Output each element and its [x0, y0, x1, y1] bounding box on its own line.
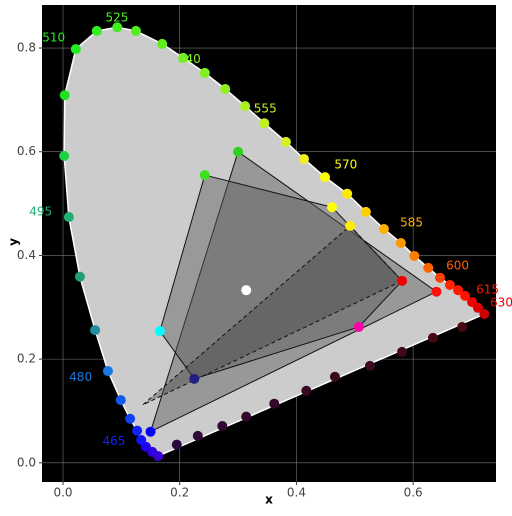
- locus-point: [453, 285, 464, 296]
- locus-point: [479, 309, 490, 320]
- locus-point: [90, 325, 101, 336]
- locus-point: [125, 413, 136, 424]
- purple-line-point: [457, 321, 468, 332]
- locus-point: [299, 153, 310, 164]
- locus-point: [472, 302, 483, 313]
- wavelength-label: 525: [106, 11, 129, 25]
- purple-line-point: [192, 430, 203, 441]
- locus-point: [259, 118, 270, 129]
- gamut-point: [233, 146, 244, 157]
- wavelength-label: 570: [334, 158, 357, 172]
- gamut: [142, 225, 403, 406]
- locus-point: [409, 250, 420, 261]
- x-tick-label: 0.6: [404, 486, 423, 500]
- y-tick-label: 0.0: [17, 455, 36, 469]
- wavelength-label: 585: [400, 215, 423, 229]
- gamut-point: [241, 285, 252, 296]
- purple-line-point: [427, 332, 438, 343]
- gamut-point: [345, 220, 356, 231]
- wavelength-label: 465: [103, 434, 126, 448]
- wavelength-label: 630: [490, 295, 512, 309]
- purple-line-point: [171, 439, 182, 450]
- locus-point: [434, 272, 445, 283]
- locus-point: [280, 136, 291, 147]
- y-tick-label: 0.2: [17, 352, 36, 366]
- locus-point: [91, 25, 102, 36]
- purple-line-point: [217, 421, 228, 432]
- locus-point: [102, 366, 113, 377]
- purple-line-point: [301, 385, 312, 396]
- purple-line-point: [241, 411, 252, 422]
- locus-point: [220, 83, 231, 94]
- locus-point: [320, 172, 331, 183]
- gamut-point: [154, 326, 165, 337]
- wavelength-label: 480: [69, 370, 92, 384]
- locus-point: [199, 67, 210, 78]
- locus-point: [112, 22, 123, 33]
- purple-line-point: [269, 398, 280, 409]
- x-tick-label: 0.2: [170, 486, 189, 500]
- locus-point: [63, 212, 74, 223]
- y-axis-label: y: [7, 238, 21, 246]
- wavelength-label: 555: [254, 102, 277, 116]
- wavelength-label: 600: [446, 258, 469, 272]
- purple-line-point: [397, 346, 408, 357]
- gamut-point: [189, 373, 200, 384]
- gamut: [149, 150, 438, 433]
- locus-point: [378, 223, 389, 234]
- locus-point: [178, 52, 189, 63]
- locus-point: [70, 44, 81, 55]
- gamut-point: [145, 426, 156, 437]
- gamut-point: [353, 321, 364, 332]
- locus-point: [360, 206, 371, 217]
- locus-point: [59, 90, 70, 101]
- x-tick-label: 0.0: [53, 486, 72, 500]
- x-axis-label: x: [265, 493, 273, 507]
- locus-point: [460, 290, 471, 301]
- purple-line-point: [329, 371, 340, 382]
- wavelength-label: 510: [42, 30, 65, 44]
- wavelength-label: 615: [476, 283, 499, 297]
- wavelength-label: 495: [29, 204, 52, 218]
- wavelength-label: 540: [178, 52, 201, 66]
- locus-point: [59, 150, 70, 161]
- locus-point: [74, 271, 85, 282]
- purple-line-point: [364, 360, 375, 371]
- y-tick-label: 0.8: [17, 41, 36, 55]
- gamut-point: [397, 275, 408, 286]
- locus-point: [132, 425, 143, 436]
- locus-point: [342, 188, 353, 199]
- locus-point: [395, 237, 406, 248]
- gamut-point: [199, 170, 210, 181]
- locus-point: [136, 435, 147, 446]
- gamut-point: [431, 286, 442, 297]
- locus-point: [157, 38, 168, 49]
- locus-point: [115, 395, 126, 406]
- locus-point: [130, 25, 141, 36]
- y-tick-label: 0.4: [17, 248, 36, 262]
- x-tick-label: 0.4: [287, 486, 306, 500]
- gamut-point: [327, 202, 338, 213]
- locus-point: [423, 262, 434, 273]
- locus-point: [240, 101, 251, 112]
- y-tick-label: 0.6: [17, 144, 36, 158]
- locus-point: [444, 279, 455, 290]
